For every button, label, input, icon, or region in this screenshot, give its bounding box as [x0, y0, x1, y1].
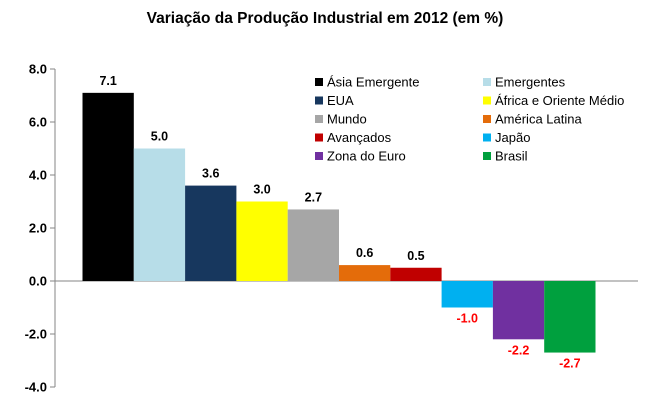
data-label: 3.0 [253, 183, 270, 197]
bar [544, 281, 596, 353]
bar [185, 185, 237, 281]
legend-swatch [483, 133, 491, 142]
legend-swatch [483, 96, 491, 105]
data-label: 2.7 [305, 190, 322, 204]
y-tick-label: 2.0 [29, 221, 47, 236]
y-tick-label: 8.0 [29, 62, 47, 77]
legend-label: Zona do Euro [327, 149, 406, 164]
legend-label: Ásia Emergente [327, 75, 420, 90]
bars [82, 92, 596, 353]
bar [82, 92, 134, 281]
data-label: 7.1 [99, 74, 116, 88]
legend-swatch [483, 78, 491, 86]
data-label: 0.5 [407, 249, 424, 263]
legend-swatch [315, 152, 323, 160]
legend-label: EUA [327, 93, 354, 108]
bar [236, 201, 288, 281]
data-label: 0.6 [356, 246, 373, 260]
data-label: -1.0 [456, 312, 478, 326]
legend-label: Avançados [327, 130, 392, 145]
bar [492, 281, 545, 340]
y-tick-label: 4.0 [29, 168, 47, 183]
bar [390, 267, 442, 281]
data-labels: 7.1 5.0 3.6 3.0 2.7 0.6 0.5 -1.0 -2.2 -2.7 [99, 74, 580, 371]
legend-label: América Latina [495, 112, 582, 127]
legend-label: Brasil [495, 149, 528, 164]
legend-label: Japão [495, 130, 530, 145]
bar [133, 148, 186, 281]
legend: Ásia Emergente Emergentes EUA África e Orie… [315, 75, 624, 164]
data-label: -2.7 [559, 357, 581, 371]
bar [441, 281, 493, 308]
legend-swatch [315, 115, 323, 123]
legend-label: África e Oriente Médio [495, 93, 624, 108]
legend-label: Emergentes [495, 75, 566, 90]
legend-swatch [315, 133, 323, 142]
legend-swatch [483, 152, 491, 160]
legend-swatch [483, 115, 491, 123]
data-label: 3.6 [202, 167, 219, 181]
y-tick-label: 0.0 [29, 274, 47, 289]
legend-swatch [315, 96, 323, 105]
y-tick-label: 6.0 [29, 115, 47, 130]
legend-swatch [315, 78, 323, 86]
bar [287, 209, 339, 281]
data-label: 5.0 [151, 130, 168, 144]
chart-title: Variação da Produção Industrial em 2012 … [147, 10, 504, 27]
legend-label: Mundo [327, 112, 367, 127]
y-tick-label: -2.0 [25, 327, 47, 342]
data-label: -2.2 [508, 343, 530, 357]
y-tick-label: -4.0 [25, 380, 47, 395]
bar [339, 265, 391, 281]
